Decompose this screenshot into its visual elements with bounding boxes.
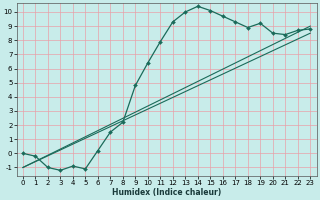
X-axis label: Humidex (Indice chaleur): Humidex (Indice chaleur): [112, 188, 221, 197]
